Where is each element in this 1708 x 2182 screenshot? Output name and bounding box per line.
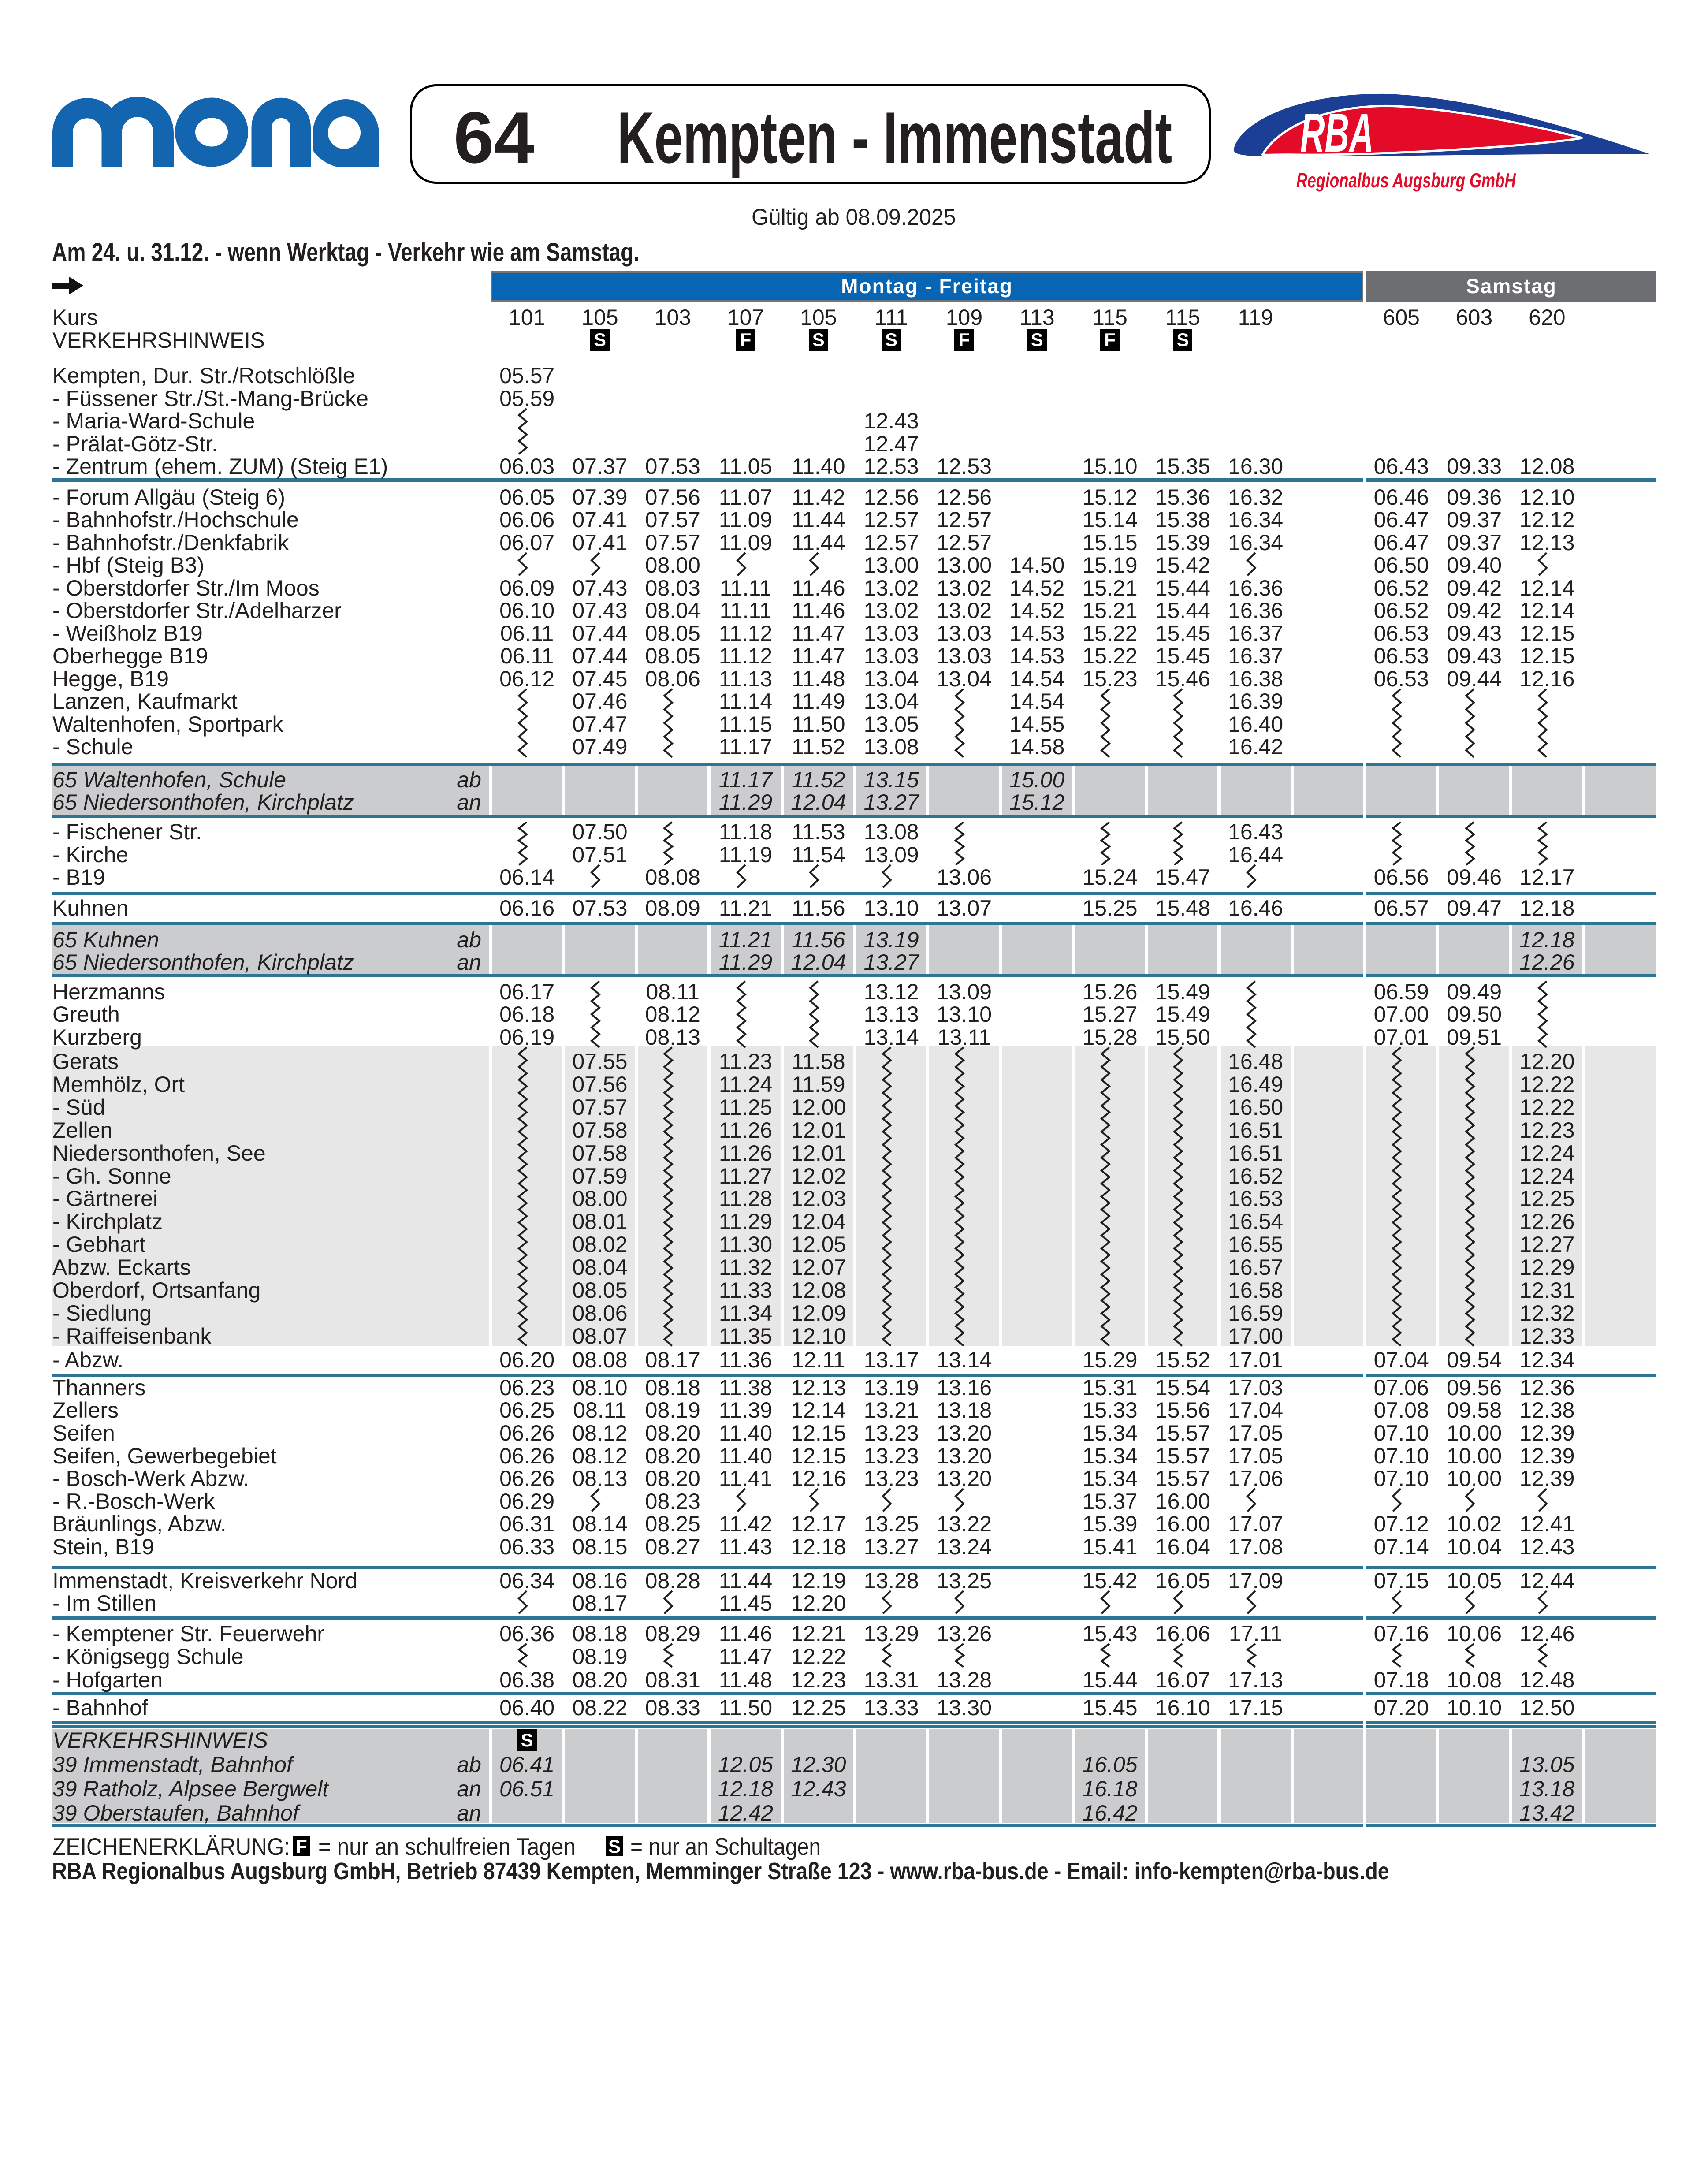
- svg-text:Regionalbus Augsburg GmbH: Regionalbus Augsburg GmbH: [1296, 169, 1516, 192]
- svg-text:RBA: RBA: [1300, 102, 1374, 163]
